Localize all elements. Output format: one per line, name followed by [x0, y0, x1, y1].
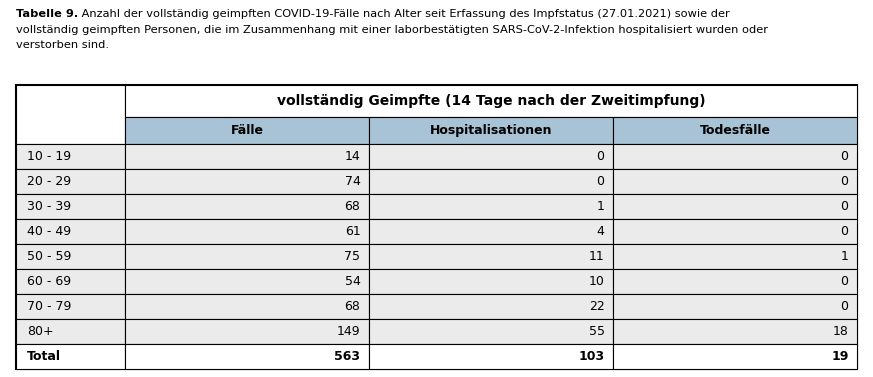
Text: 40 - 49: 40 - 49: [27, 225, 72, 238]
Text: 54: 54: [345, 275, 361, 288]
Bar: [16, 294, 125, 319]
Text: 68: 68: [345, 200, 361, 213]
Bar: [16, 344, 125, 369]
Bar: [16, 144, 125, 169]
Text: 563: 563: [334, 350, 361, 363]
Bar: [16, 85, 857, 369]
Text: 0: 0: [841, 175, 849, 188]
Bar: [369, 118, 613, 144]
Text: 50 - 59: 50 - 59: [27, 250, 72, 263]
Bar: [125, 294, 369, 319]
Bar: [125, 319, 369, 344]
Bar: [125, 244, 369, 269]
Bar: [125, 118, 369, 144]
Bar: [613, 144, 857, 169]
Text: 30 - 39: 30 - 39: [27, 200, 72, 213]
Text: 1: 1: [596, 200, 604, 213]
Bar: [613, 118, 857, 144]
Bar: [16, 169, 125, 194]
Text: 60 - 69: 60 - 69: [27, 275, 72, 288]
Bar: [613, 269, 857, 294]
Bar: [613, 194, 857, 219]
Text: Total: Total: [27, 350, 61, 363]
Text: 18: 18: [833, 325, 849, 338]
Text: 0: 0: [841, 300, 849, 313]
Bar: [369, 344, 613, 369]
Bar: [369, 319, 613, 344]
Bar: [369, 194, 613, 219]
Bar: [125, 144, 369, 169]
Bar: [125, 85, 857, 118]
Text: 0: 0: [596, 150, 604, 163]
Text: 149: 149: [337, 325, 361, 338]
Text: 80+: 80+: [27, 325, 53, 338]
Text: 10 - 19: 10 - 19: [27, 150, 72, 163]
Text: 22: 22: [588, 300, 604, 313]
Bar: [369, 169, 613, 194]
Bar: [613, 219, 857, 244]
Bar: [16, 85, 125, 144]
Bar: [125, 169, 369, 194]
Text: Anzahl der vollständig geimpften COVID-19-Fälle nach Alter seit Erfassung des Im: Anzahl der vollständig geimpften COVID-1…: [78, 9, 730, 20]
Text: 19: 19: [831, 350, 849, 363]
Text: 0: 0: [841, 275, 849, 288]
Bar: [125, 269, 369, 294]
Text: Tabelle 9.: Tabelle 9.: [16, 9, 78, 20]
Text: Fälle: Fälle: [230, 124, 264, 138]
Text: 20 - 29: 20 - 29: [27, 175, 72, 188]
Bar: [369, 144, 613, 169]
Bar: [16, 269, 125, 294]
Text: 55: 55: [588, 325, 604, 338]
Text: 10: 10: [588, 275, 604, 288]
Text: 68: 68: [345, 300, 361, 313]
Bar: [16, 219, 125, 244]
Text: 75: 75: [345, 250, 361, 263]
Text: 11: 11: [588, 250, 604, 263]
Bar: [369, 219, 613, 244]
Bar: [369, 294, 613, 319]
Bar: [16, 244, 125, 269]
Text: verstorben sind.: verstorben sind.: [16, 40, 109, 50]
Text: Hospitalisationen: Hospitalisationen: [430, 124, 553, 138]
Bar: [613, 169, 857, 194]
Bar: [16, 319, 125, 344]
Bar: [613, 319, 857, 344]
Text: 0: 0: [841, 225, 849, 238]
Text: 70 - 79: 70 - 79: [27, 300, 72, 313]
Bar: [16, 194, 125, 219]
Bar: [613, 344, 857, 369]
Text: vollständig geimpften Personen, die im Zusammenhang mit einer laborbestätigten S: vollständig geimpften Personen, die im Z…: [16, 25, 767, 35]
Text: 103: 103: [579, 350, 604, 363]
Bar: [369, 269, 613, 294]
Text: Todesfälle: Todesfälle: [700, 124, 771, 138]
Text: 1: 1: [841, 250, 849, 263]
Bar: [125, 344, 369, 369]
Bar: [125, 194, 369, 219]
Text: 14: 14: [345, 150, 361, 163]
Text: 0: 0: [841, 200, 849, 213]
Text: vollständig Geimpfte (14 Tage nach der Zweitimpfung): vollständig Geimpfte (14 Tage nach der Z…: [277, 94, 705, 108]
Text: 0: 0: [596, 175, 604, 188]
Text: 0: 0: [841, 150, 849, 163]
Bar: [369, 244, 613, 269]
Bar: [613, 294, 857, 319]
Text: 4: 4: [596, 225, 604, 238]
Bar: [125, 219, 369, 244]
Text: 61: 61: [345, 225, 361, 238]
Text: 74: 74: [345, 175, 361, 188]
Bar: [613, 244, 857, 269]
